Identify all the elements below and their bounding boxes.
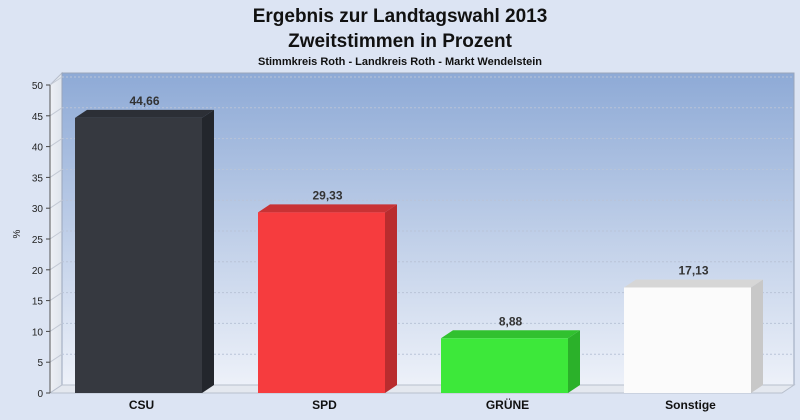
data-label: 29,33 (312, 188, 342, 202)
y-tick-label: 10 (32, 327, 44, 338)
y-tick-label: 25 (32, 235, 44, 246)
bar-side (751, 279, 763, 393)
x-tick-label: Sonstige (665, 398, 716, 412)
bar-top (258, 204, 397, 213)
y-tick-label: 0 (37, 389, 43, 400)
bar-sonstige (624, 279, 763, 393)
left-wall (49, 71, 63, 394)
bar-front (624, 287, 751, 393)
y-axis-label: % (12, 229, 23, 238)
grid-line-wall (49, 76, 63, 86)
y-tick-label: 20 (32, 266, 44, 277)
grid-line-wall (49, 168, 63, 178)
grid-line-wall (49, 353, 63, 363)
grid-line-wall (49, 107, 63, 117)
chart-title-2: Zweitstimmen in Prozent (288, 31, 512, 52)
x-axis-labels: CSU SPD GRÜNE Sonstige (129, 397, 716, 412)
y-tick-label: 35 (32, 173, 44, 184)
bar-grüne (441, 330, 580, 393)
y-tick-label: 15 (32, 297, 44, 308)
y-tick-label: 5 (37, 358, 43, 369)
grid-line-wall (49, 292, 63, 302)
chart-subtitle: Stimmkreis Roth - Landkreis Roth - Markt… (258, 56, 542, 68)
bar-side (385, 204, 397, 393)
grid-line-wall (49, 322, 63, 332)
bar-front (258, 212, 385, 393)
bar-top (75, 109, 214, 118)
grid-line-wall (49, 230, 63, 240)
data-label: 44,66 (129, 94, 159, 108)
x-tick-label: GRÜNE (486, 397, 529, 412)
grid-line-wall (49, 138, 63, 148)
bar-top (624, 279, 763, 288)
bars: 44,66 29,33 8,88 17,13 (75, 94, 763, 393)
y-tick-label: 40 (32, 143, 44, 154)
y-tick-label: 45 (32, 112, 44, 123)
bar-front (75, 117, 202, 393)
bar-side (202, 109, 214, 393)
y-tick-label: 30 (32, 204, 44, 215)
bar-csu (75, 109, 214, 393)
y-tick-label: 50 (32, 81, 44, 92)
x-tick-label: CSU (129, 398, 154, 412)
chart-title: Ergebnis zur Landtagswahl 2013 (253, 6, 548, 27)
y-axis-ticks: 0 5 10 15 20 25 30 35 40 45 50 (32, 81, 51, 400)
grid-line-wall (49, 261, 63, 271)
x-tick-label: SPD (312, 398, 337, 412)
bar-top (441, 330, 580, 339)
bar-spd (258, 204, 397, 393)
grid-line-wall (49, 199, 63, 209)
data-label: 17,13 (678, 263, 708, 277)
bar-front (441, 338, 568, 393)
data-label: 8,88 (499, 314, 523, 328)
bar-side (568, 330, 580, 393)
